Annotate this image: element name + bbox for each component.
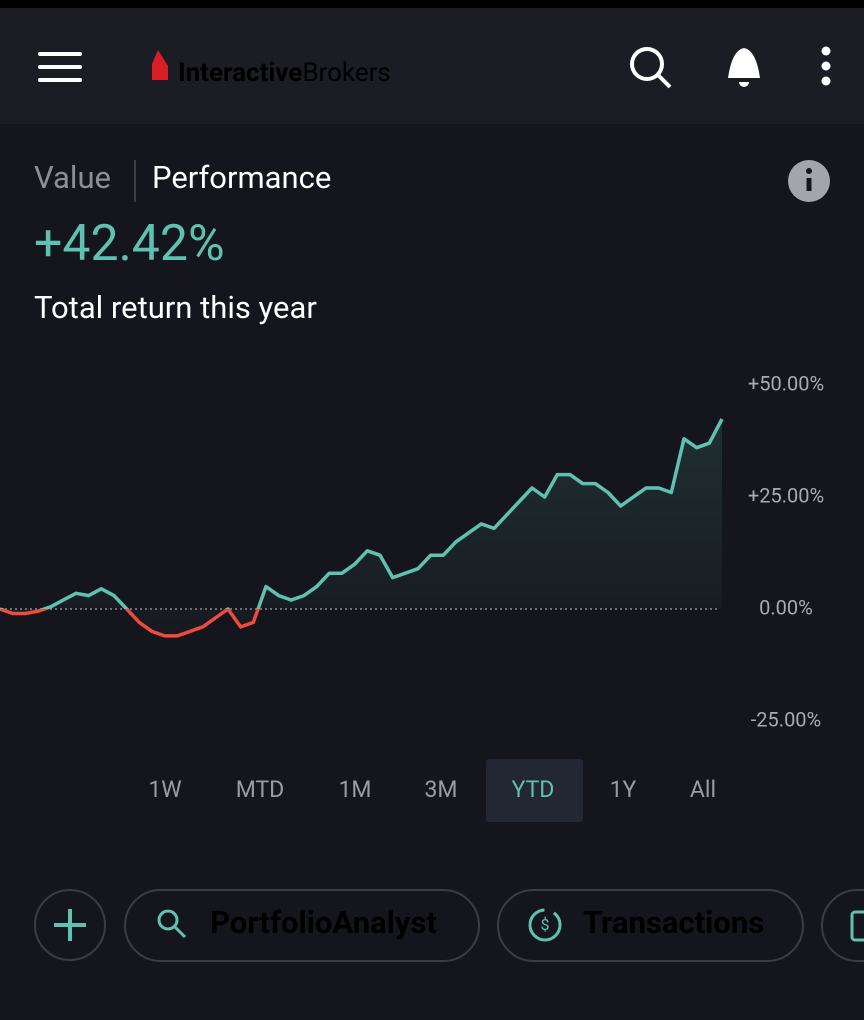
y-tick-label: -25.00% (751, 707, 821, 731)
range-button[interactable]: YTD (512, 776, 555, 803)
brand-part: Interactive (178, 58, 302, 88)
chip-icon (850, 910, 864, 942)
search-button[interactable] (630, 47, 672, 89)
range-button[interactable]: 1W (148, 776, 181, 803)
brand-part: Brokers (302, 58, 391, 88)
tab[interactable]: Value (34, 159, 111, 196)
action-label: Transactions (583, 904, 764, 941)
range-button[interactable]: All (690, 776, 716, 803)
range-highlight (486, 759, 583, 822)
info-button[interactable] (788, 160, 830, 202)
more-button[interactable] (821, 46, 831, 86)
range-button[interactable]: MTD (236, 776, 285, 803)
brand: InteractiveBrokers (178, 58, 391, 88)
total-return: +42.42% (34, 215, 225, 273)
area (0, 419, 722, 636)
app-bar (0, 0, 864, 124)
y-tick-label: 0.00% (759, 595, 813, 619)
y-tick-label: +25.00% (748, 483, 824, 507)
tab[interactable]: Performance (152, 159, 331, 196)
action-chip[interactable]: $ Transactions (497, 889, 804, 962)
range-button[interactable]: 1Y (610, 776, 637, 803)
range-selector: 1W MTD 1M 3M YTD 1Y All (148, 776, 716, 803)
logo-mark (152, 50, 168, 80)
icon-glyph: $ (541, 915, 550, 934)
range-button[interactable]: 3M (424, 776, 457, 803)
add-button[interactable] (34, 889, 106, 961)
notifications-button[interactable] (728, 48, 760, 87)
action-label: PortfolioAnalyst (210, 904, 437, 941)
y-tick-label: +50.00% (748, 371, 824, 395)
action-chip[interactable]: PortfolioAnalyst (124, 889, 480, 962)
line (0, 418, 724, 638)
range-button[interactable]: 1M (338, 776, 371, 803)
status-strip (0, 0, 864, 8)
return-caption: Total return this year (34, 289, 317, 326)
menu-button[interactable] (38, 52, 82, 82)
action-chip[interactable] (821, 889, 864, 962)
chart: +50.00% +25.00% 0.00% -25.00% (0, 371, 824, 731)
